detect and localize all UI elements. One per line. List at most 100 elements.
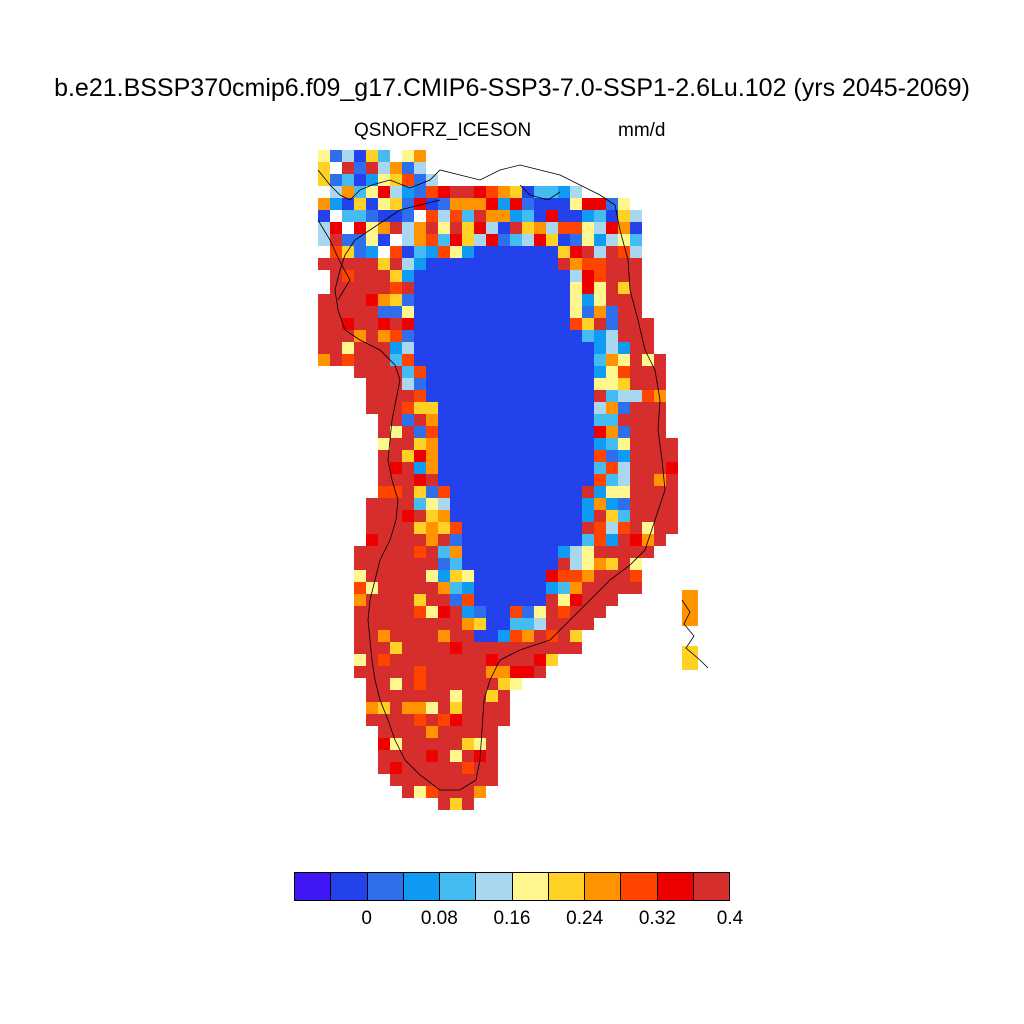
grid-cell bbox=[438, 582, 450, 594]
grid-cell bbox=[486, 654, 498, 666]
grid-cell bbox=[682, 590, 698, 602]
grid-cell bbox=[378, 582, 390, 594]
colorbar-swatch bbox=[367, 873, 404, 900]
grid-cell bbox=[582, 462, 594, 474]
grid-cell bbox=[534, 390, 546, 402]
grid-cell bbox=[366, 150, 378, 162]
grid-cell bbox=[498, 702, 510, 714]
grid-cell bbox=[618, 366, 630, 378]
grid-cell bbox=[438, 594, 450, 606]
grid-cell bbox=[318, 150, 330, 162]
grid-cell bbox=[618, 342, 630, 354]
grid-cell bbox=[546, 450, 558, 462]
grid-cell bbox=[498, 426, 510, 438]
grid-cell bbox=[510, 354, 522, 366]
grid-cell bbox=[582, 354, 594, 366]
grid-cell bbox=[354, 222, 366, 234]
grid-cell bbox=[522, 354, 534, 366]
grid-cell bbox=[390, 570, 402, 582]
grid-cell bbox=[474, 210, 486, 222]
grid-cell bbox=[510, 234, 522, 246]
grid-cell bbox=[606, 498, 618, 510]
grid-cell bbox=[618, 498, 630, 510]
grid-cell bbox=[366, 246, 378, 258]
grid-cell bbox=[438, 486, 450, 498]
grid-cell bbox=[474, 186, 486, 198]
grid-cell bbox=[630, 294, 642, 306]
grid-cell bbox=[366, 222, 378, 234]
grid-cell bbox=[630, 522, 642, 534]
grid-cell bbox=[654, 534, 666, 546]
grid-cell bbox=[486, 678, 498, 690]
grid-cell bbox=[318, 342, 330, 354]
grid-cell bbox=[510, 642, 522, 654]
grid-cell bbox=[438, 570, 450, 582]
grid-cell bbox=[474, 438, 486, 450]
grid-cell bbox=[390, 402, 402, 414]
grid-cell bbox=[378, 150, 390, 162]
grid-cell bbox=[606, 486, 618, 498]
grid-cell bbox=[378, 330, 390, 342]
grid-cell bbox=[366, 642, 378, 654]
grid-cell bbox=[534, 642, 546, 654]
grid-cell bbox=[366, 210, 378, 222]
grid-cell bbox=[366, 606, 378, 618]
grid-cell bbox=[474, 246, 486, 258]
grid-cell bbox=[450, 666, 462, 678]
grid-cell bbox=[414, 486, 426, 498]
grid-cell bbox=[462, 210, 474, 222]
grid-cell bbox=[462, 546, 474, 558]
grid-cell bbox=[486, 366, 498, 378]
grid-cell bbox=[534, 546, 546, 558]
grid-cell bbox=[378, 414, 390, 426]
grid-cell bbox=[558, 378, 570, 390]
grid-cell bbox=[474, 642, 486, 654]
grid-cell bbox=[654, 390, 666, 402]
grid-cell bbox=[450, 246, 462, 258]
grid-cell bbox=[462, 654, 474, 666]
grid-cell bbox=[402, 318, 414, 330]
grid-cell bbox=[534, 354, 546, 366]
grid-cell bbox=[618, 438, 630, 450]
grid-cell bbox=[606, 366, 618, 378]
grid-cell bbox=[366, 258, 378, 270]
grid-cell bbox=[654, 354, 666, 366]
grid-cell bbox=[582, 306, 594, 318]
grid-cell bbox=[378, 282, 390, 294]
grid-cell bbox=[534, 402, 546, 414]
grid-cell bbox=[330, 318, 342, 330]
grid-cell bbox=[414, 318, 426, 330]
grid-cell bbox=[354, 570, 366, 582]
grid-cell bbox=[390, 390, 402, 402]
grid-cell bbox=[546, 390, 558, 402]
grid-cell bbox=[498, 294, 510, 306]
grid-cell bbox=[462, 678, 474, 690]
grid-cell bbox=[414, 738, 426, 750]
grid-cell bbox=[594, 486, 606, 498]
grid-cell bbox=[354, 210, 366, 222]
grid-cell bbox=[474, 258, 486, 270]
grid-cell bbox=[354, 630, 366, 642]
grid-cell bbox=[486, 690, 498, 702]
grid-cell bbox=[450, 258, 462, 270]
grid-cell bbox=[462, 702, 474, 714]
grid-cell bbox=[330, 246, 342, 258]
grid-cell bbox=[342, 306, 354, 318]
grid-cell bbox=[534, 666, 546, 678]
grid-cell bbox=[342, 342, 354, 354]
grid-cell bbox=[402, 762, 414, 774]
grid-cell bbox=[414, 294, 426, 306]
grid-cell bbox=[546, 522, 558, 534]
grid-cell bbox=[414, 330, 426, 342]
grid-cell bbox=[366, 594, 378, 606]
grid-cell bbox=[486, 426, 498, 438]
grid-cell bbox=[450, 450, 462, 462]
grid-cell bbox=[630, 282, 642, 294]
grid-cell bbox=[450, 234, 462, 246]
units-label: mm/d bbox=[618, 120, 666, 141]
grid-cell bbox=[426, 306, 438, 318]
grid-cell bbox=[510, 198, 522, 210]
grid-cell bbox=[426, 570, 438, 582]
grid-cell bbox=[378, 366, 390, 378]
grid-cell bbox=[402, 654, 414, 666]
